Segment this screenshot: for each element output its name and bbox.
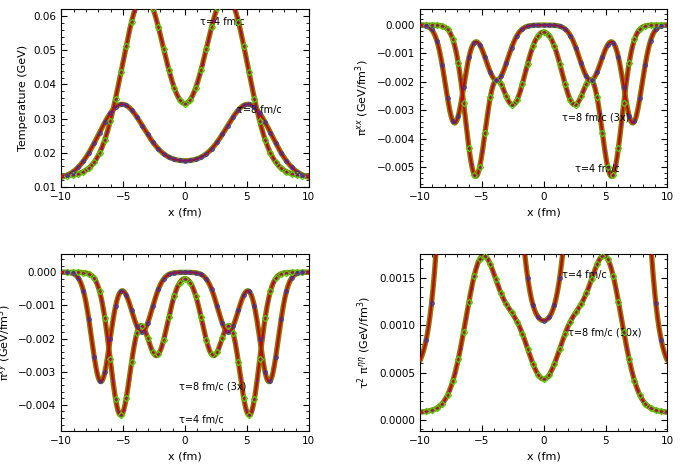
Y-axis label: Temperature (GeV): Temperature (GeV) xyxy=(18,45,28,151)
Text: τ=4 fm/c: τ=4 fm/c xyxy=(575,164,619,174)
Text: τ=8 fm/c (3x): τ=8 fm/c (3x) xyxy=(563,113,630,123)
Y-axis label: τ$^2$ π$^{ηη}$ (GeV/fm$^3$): τ$^2$ π$^{ηη}$ (GeV/fm$^3$) xyxy=(356,296,373,389)
X-axis label: x (fm): x (fm) xyxy=(527,207,560,217)
Text: τ=4 fm/c: τ=4 fm/c xyxy=(563,270,607,280)
Text: τ=8 fm/c (3x): τ=8 fm/c (3x) xyxy=(179,382,246,392)
Text: τ=8 fm/c (10x): τ=8 fm/c (10x) xyxy=(569,327,642,337)
X-axis label: x (fm): x (fm) xyxy=(527,452,560,462)
Y-axis label: π$^{xy}$ (GeV/fm$^3$): π$^{xy}$ (GeV/fm$^3$) xyxy=(0,304,13,381)
X-axis label: x (fm): x (fm) xyxy=(168,207,202,217)
Y-axis label: π$^{xx}$ (GeV/fm$^3$): π$^{xx}$ (GeV/fm$^3$) xyxy=(353,60,371,137)
Text: τ=4 fm/c: τ=4 fm/c xyxy=(200,17,244,27)
Text: τ=4 fm/c: τ=4 fm/c xyxy=(179,415,223,425)
Text: τ=8 fm/c: τ=8 fm/c xyxy=(237,105,282,115)
X-axis label: x (fm): x (fm) xyxy=(168,452,202,462)
